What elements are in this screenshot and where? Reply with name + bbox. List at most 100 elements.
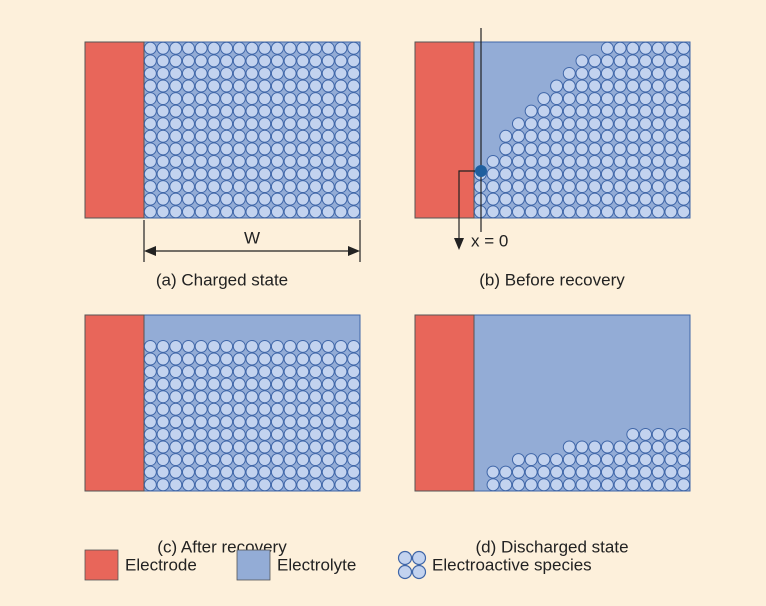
species [232,440,246,454]
species [677,92,691,106]
species [575,478,589,492]
species [613,41,627,55]
species [334,365,348,379]
species [347,92,361,106]
species [283,365,297,379]
species [677,167,691,181]
species [613,478,627,492]
species [486,478,500,492]
species [347,339,361,353]
species [258,365,272,379]
species [194,41,208,55]
species [207,79,221,93]
species [169,205,183,219]
species [626,117,640,131]
species [169,180,183,194]
species [258,390,272,404]
species [613,453,627,467]
species [664,41,678,55]
species [258,66,272,80]
species [232,465,246,479]
species [575,92,589,106]
electrode [84,314,145,492]
species [143,117,157,131]
origin-arrow [458,170,481,240]
species [194,104,208,118]
species [639,192,653,206]
species [651,440,665,454]
species [232,427,246,441]
species [169,352,183,366]
species [321,415,335,429]
species [626,104,640,118]
species [639,66,653,80]
species [232,79,246,93]
species [575,180,589,194]
species [296,352,310,366]
species [270,339,284,353]
species [283,390,297,404]
species [626,440,640,454]
species [296,92,310,106]
species [347,402,361,416]
legend-icon [397,550,427,580]
species [588,66,602,80]
species [296,465,310,479]
species [664,478,678,492]
species [321,205,335,219]
species [309,478,323,492]
species [575,205,589,219]
species [232,154,246,168]
species [296,41,310,55]
species [283,192,297,206]
species [347,377,361,391]
species [169,117,183,131]
species [664,453,678,467]
species [258,129,272,143]
species [156,54,170,68]
species [562,117,576,131]
species [486,154,500,168]
caption: (b) Before recovery [479,270,625,289]
species [575,167,589,181]
species [270,66,284,80]
species [588,440,602,454]
species [550,142,564,156]
species [309,104,323,118]
species [600,192,614,206]
species [181,54,195,68]
species [194,167,208,181]
species [156,427,170,441]
species [321,352,335,366]
species [600,66,614,80]
species [258,192,272,206]
species [575,453,589,467]
panels [84,41,691,492]
species [651,427,665,441]
species [499,465,513,479]
species [334,142,348,156]
species [550,117,564,131]
species [181,92,195,106]
species [194,365,208,379]
species [473,205,487,219]
species [511,453,525,467]
species [334,129,348,143]
species [245,66,259,80]
species [143,478,157,492]
species [651,154,665,168]
species [321,453,335,467]
species-icon [397,550,413,566]
species [626,427,640,441]
species [296,453,310,467]
species [232,117,246,131]
species [334,79,348,93]
species [181,41,195,55]
species [245,402,259,416]
species [258,142,272,156]
species [258,54,272,68]
species [664,440,678,454]
species [194,66,208,80]
species [220,66,234,80]
species [194,54,208,68]
